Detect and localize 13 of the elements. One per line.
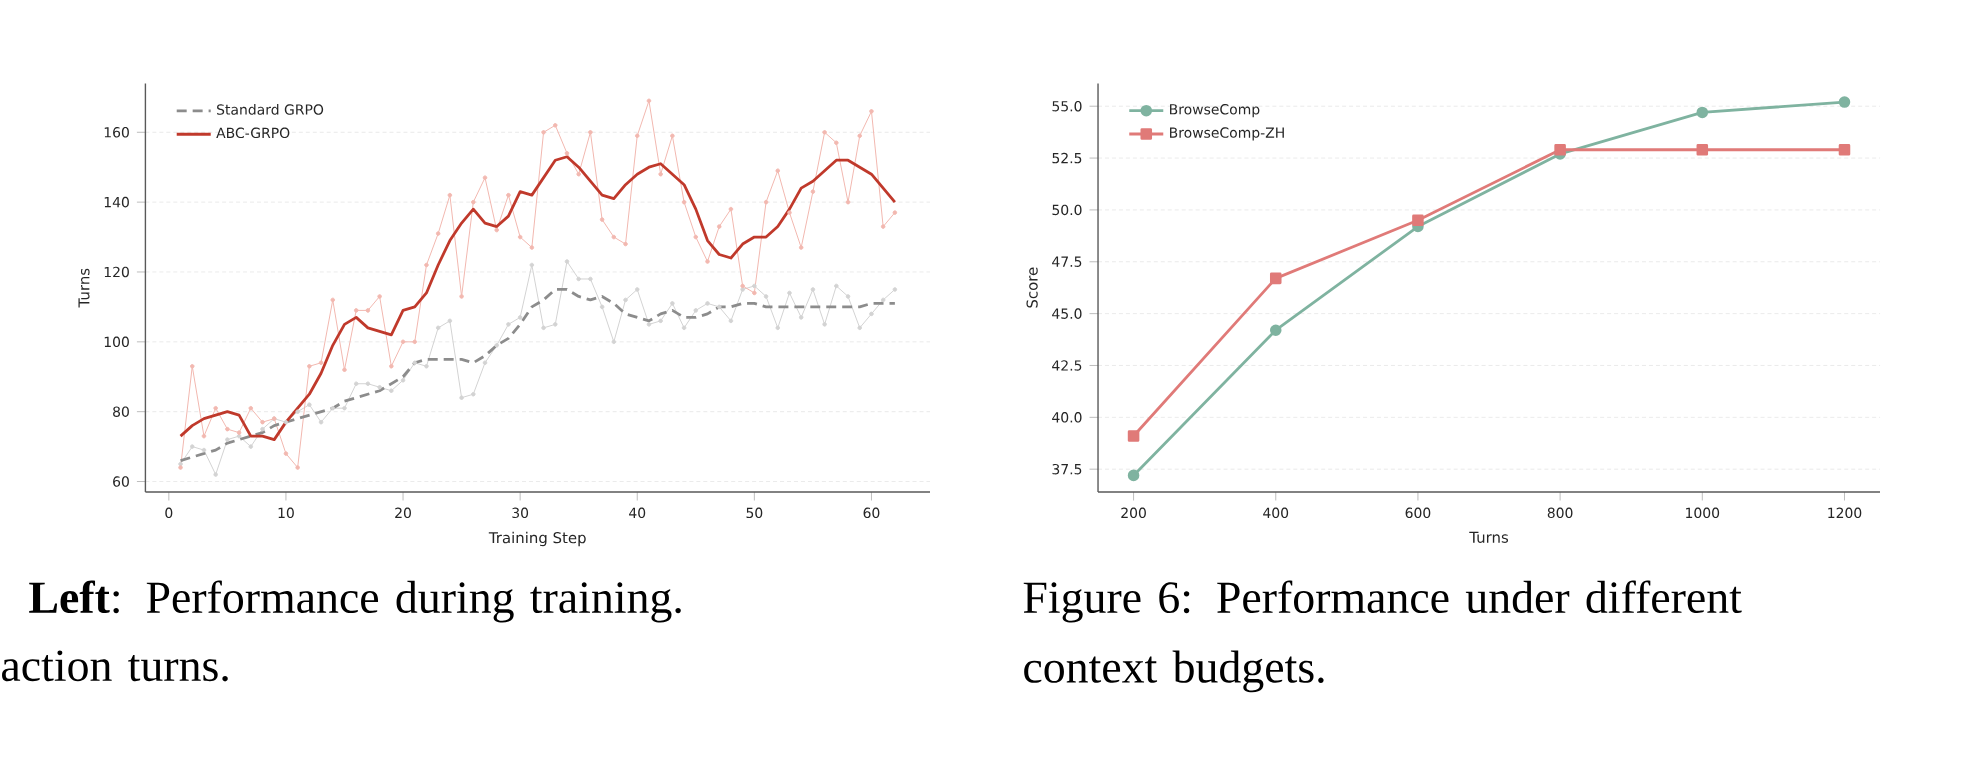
caption: Figure 6: Performance under different context budgets. — [1023, 580, 1742, 693]
point — [1269, 272, 1282, 285]
point — [1696, 143, 1709, 156]
text: Left: Performance during training. — [29, 580, 681, 623]
point — [1838, 96, 1851, 108]
point — [1554, 143, 1566, 156]
point — [1269, 324, 1282, 336]
text: action turns. — [2, 650, 228, 682]
point — [1412, 214, 1424, 227]
point — [1127, 430, 1140, 442]
point — [1838, 143, 1851, 156]
point — [1696, 106, 1709, 119]
point — [1127, 469, 1140, 482]
